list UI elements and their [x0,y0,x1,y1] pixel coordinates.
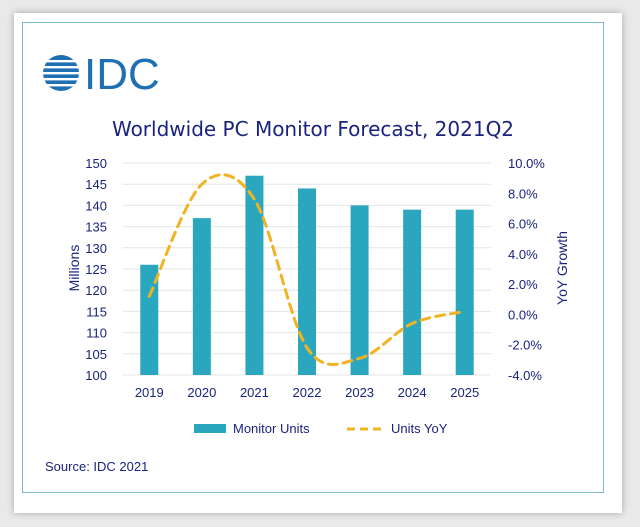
y-axis-right: -4.0% -2.0% 0.0% 2.0% 4.0% 6.0% 8.0% 10.0% [508,156,545,383]
y-tick-label: 110 [86,326,107,341]
y-tick-label: 145 [85,177,107,192]
idc-logo: IDC [41,50,160,99]
yoy-line [147,173,467,366]
x-tick-label: 2022 [293,385,322,400]
y-tick-label: 105 [85,347,107,362]
x-tick-label: 2024 [398,385,427,400]
x-tick-label: 2019 [135,385,164,400]
y2-axis-label: YoY Growth [554,231,570,305]
y2-tick-label: 4.0% [508,247,538,262]
y-axis-label: Millions [66,245,82,292]
y-axis-left: 100 105 110 115 120 125 130 135 140 145 150 [85,156,107,383]
y2-tick-label: -4.0% [508,368,542,383]
source-note: Source: IDC 2021 [45,459,148,474]
bar [350,205,369,375]
y2-tick-label: 6.0% [508,217,538,232]
y-tick-label: 150 [85,156,107,171]
y2-tick-label: 0.0% [508,307,538,322]
y-tick-label: 135 [85,220,107,235]
bar [245,175,264,375]
x-tick-label: 2021 [240,385,269,400]
y-tick-label: 115 [86,304,107,319]
legend: Monitor Units Units YoY [194,421,448,436]
y-tick-label: 140 [85,198,107,213]
y-tick-label: 120 [85,283,107,298]
bar [455,209,474,375]
y-tick-label: 130 [85,241,107,256]
chart-card: IDC Worldwide PC Monitor Forecast, 2021Q… [22,22,604,493]
bar [403,209,422,375]
legend-label-line: Units YoY [391,421,448,436]
bar [298,188,316,375]
y2-tick-label: 10.0% [508,156,545,171]
x-tick-label: 2023 [345,385,374,400]
y2-tick-label: -2.0% [508,338,542,353]
legend-label-bar: Monitor Units [233,421,310,436]
bar [140,264,159,375]
chart-title: Worldwide PC Monitor Forecast, 2021Q2 [112,117,514,141]
y-tick-label: 125 [85,262,107,277]
x-axis: 2019 2020 2021 2022 2023 2024 2025 [135,385,479,400]
globe-icon [41,55,81,91]
brand-name: IDC [84,50,160,99]
bar-series [140,175,474,375]
x-tick-label: 2025 [450,385,479,400]
chart: IDC Worldwide PC Monitor Forecast, 2021Q… [41,50,570,474]
y2-tick-label: 2.0% [508,277,538,292]
x-tick-label: 2020 [187,385,216,400]
legend-swatch-bar [194,424,226,433]
y2-tick-label: 8.0% [508,186,538,201]
bar [192,218,211,375]
y-tick-label: 100 [85,368,107,383]
yoy-line-series [147,173,467,366]
